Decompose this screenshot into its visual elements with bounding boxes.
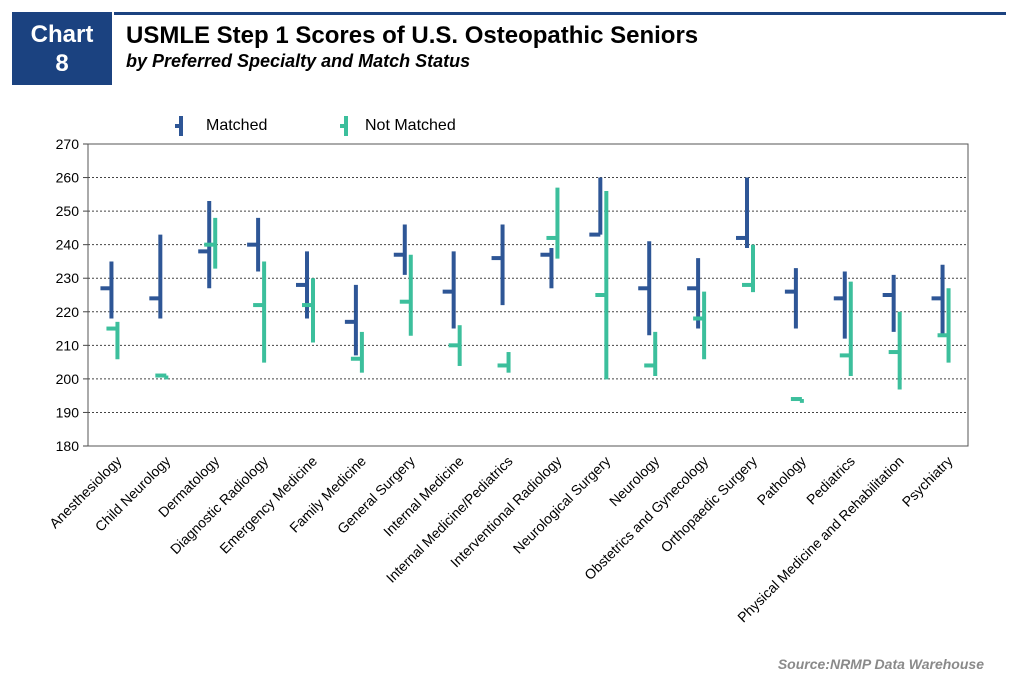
badge-number: 8 (55, 49, 69, 77)
y-tick-label: 270 (56, 136, 80, 152)
header-rule (114, 12, 1006, 15)
chart-number-badge: Chart 8 (12, 12, 112, 85)
plot-frame (87, 143, 969, 447)
x-category-label: Orthopaedic Surgery (657, 453, 760, 556)
y-tick-label: 180 (56, 438, 80, 454)
y-tick-label: 220 (56, 304, 80, 320)
legend-label-not-matched: Not Matched (365, 117, 456, 134)
y-tick-label: 240 (56, 237, 80, 253)
y-tick-label: 200 (56, 371, 80, 387)
legend-item-matched: Matched (175, 116, 267, 136)
y-tick-label: 210 (56, 337, 80, 353)
legend-label-matched: Matched (206, 117, 267, 134)
x-category-label: Psychiatry (899, 453, 956, 510)
source-note: Source:NRMP Data Warehouse (777, 656, 984, 672)
legend-item-not-matched: Not Matched (340, 116, 456, 136)
x-category-label: Pathology (754, 453, 809, 508)
chart-title: USMLE Step 1 Scores of U.S. Osteopathic … (126, 22, 699, 49)
y-tick-label: 250 (56, 203, 80, 219)
chart-subtitle: by Preferred Specialty and Match Status (126, 51, 471, 71)
legend: Matched Not Matched (175, 116, 456, 136)
y-tick-label: 230 (56, 270, 80, 286)
gridlines (88, 177, 968, 413)
y-axis: 180 190 200 210 220 230 240 250 260 270 (56, 136, 88, 454)
badge-label: Chart (30, 20, 94, 48)
y-tick-label: 260 (56, 170, 80, 186)
data-marks (100, 177, 951, 403)
x-category-label: Neurological Surgery (510, 453, 614, 557)
y-tick-label: 190 (56, 404, 80, 420)
